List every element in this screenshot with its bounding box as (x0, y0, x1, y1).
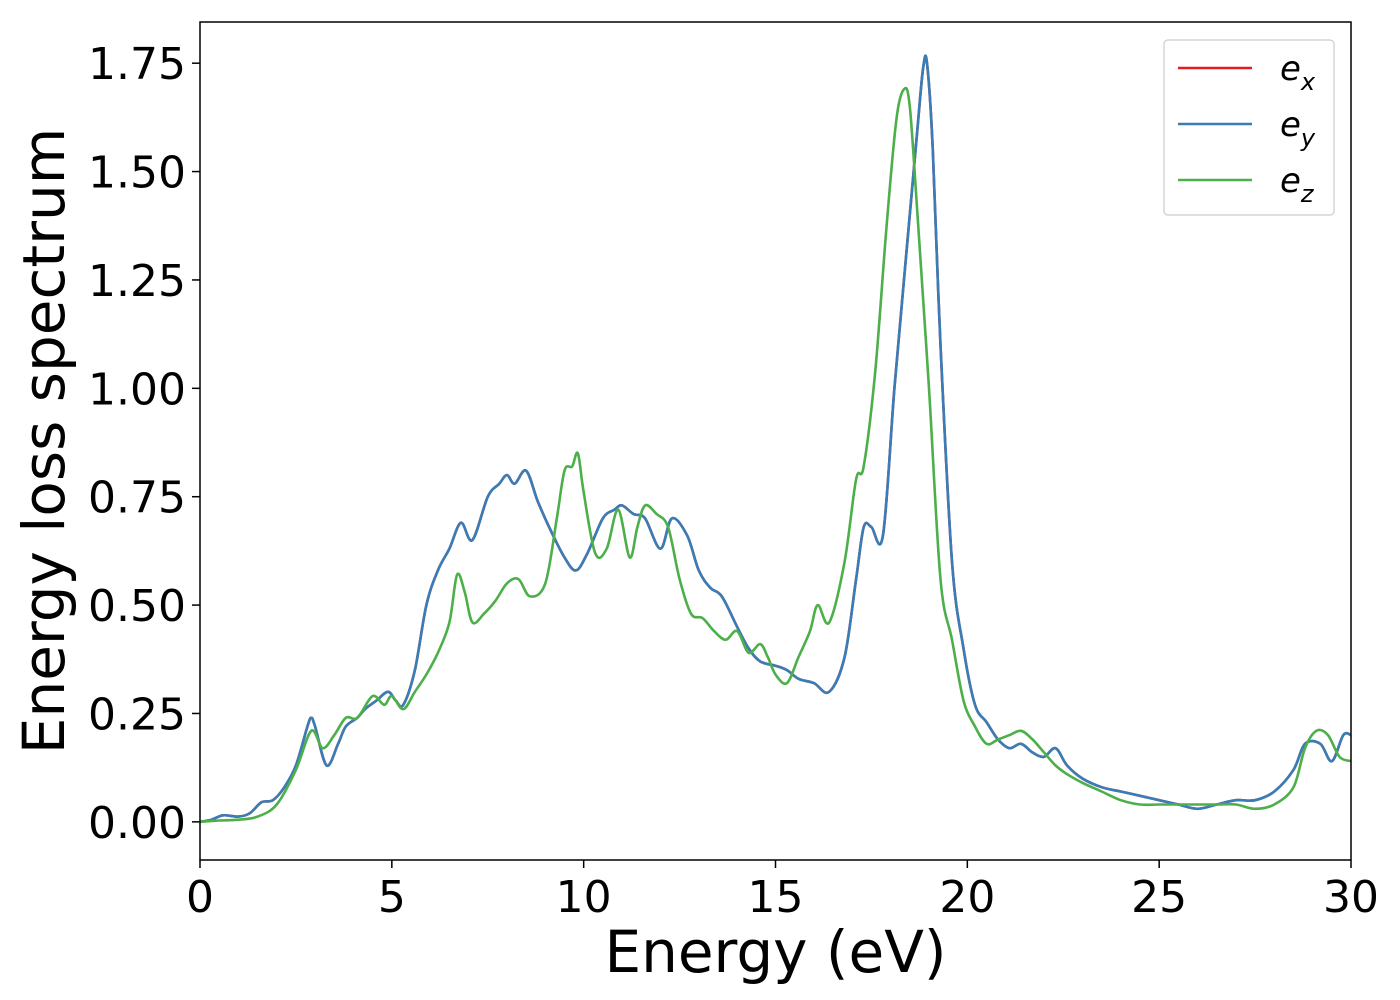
y-tick-label: 0.00 (88, 798, 186, 849)
y-tick-label: 0.50 (88, 581, 186, 632)
legend-box (1163, 39, 1335, 216)
x-tick-label: 15 (748, 872, 804, 923)
y-axis: 0.00 0.25 0.50 0.75 1.00 1.25 1.50 1.75 (88, 39, 200, 849)
y-tick-label: 0.75 (88, 473, 186, 524)
series-line-y (200, 54, 1351, 824)
y-axis-title: Energy loss spectrum (10, 128, 78, 754)
y-tick-label: 1.75 (88, 39, 186, 90)
x-tick-label: 20 (939, 872, 995, 923)
x-axis: 0 5 10 15 20 25 30 (186, 860, 1379, 923)
x-tick-label: 30 (1323, 872, 1379, 923)
y-tick-label: 1.25 (88, 256, 186, 307)
legend: ex ey ez (1163, 39, 1335, 216)
y-tick-label: 0.25 (88, 689, 186, 740)
legend-label-z: ez (1280, 161, 1315, 208)
x-tick-label: 5 (378, 872, 406, 923)
y-tick-label: 1.00 (88, 364, 186, 415)
series-layer (200, 54, 1351, 824)
x-tick-label: 25 (1131, 872, 1187, 923)
x-axis-title: Energy (eV) (604, 918, 946, 986)
series-line-z (200, 86, 1351, 824)
x-tick-label: 10 (556, 872, 612, 923)
y-tick-label: 1.50 (88, 148, 186, 199)
legend-label-x: ex (1280, 49, 1316, 96)
x-tick-label: 0 (186, 872, 214, 923)
legend-label-y: ey (1280, 105, 1316, 152)
